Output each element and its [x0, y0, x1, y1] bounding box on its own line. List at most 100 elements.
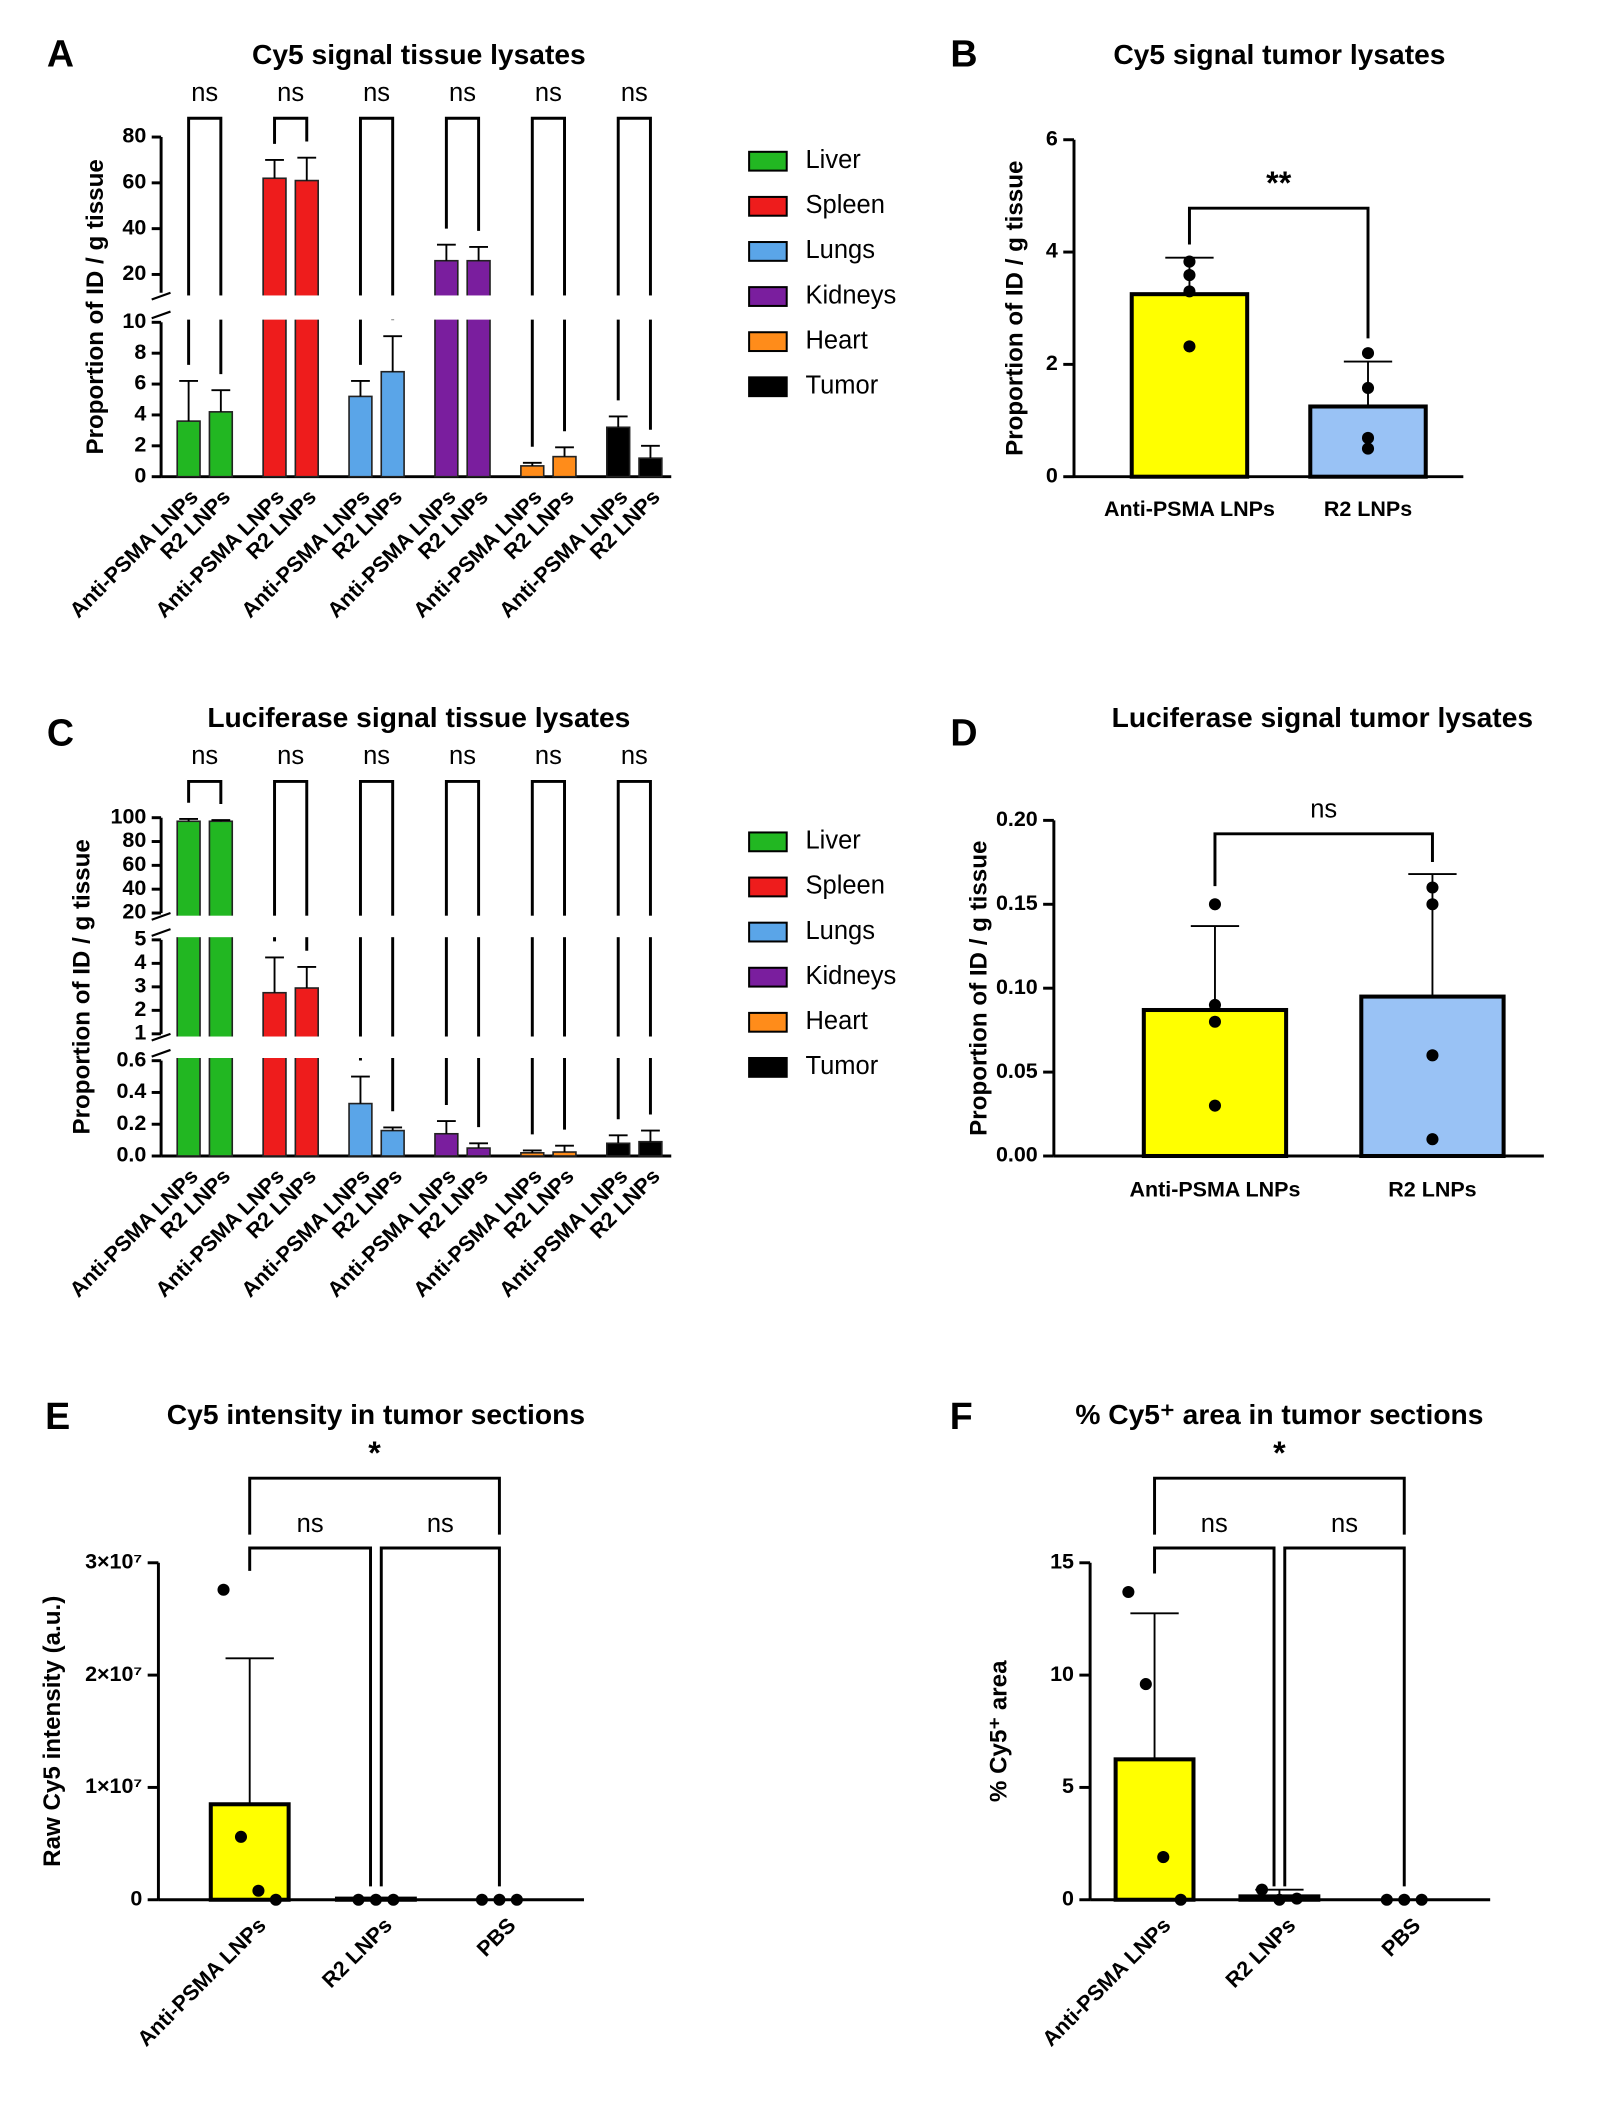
significance-label: ns: [1310, 796, 1337, 824]
y-tick-label: 5: [1062, 1774, 1074, 1798]
significance-bracket: [1153, 1476, 1406, 1535]
chart-title: Luciferase signal tumor lysates: [1112, 701, 1533, 733]
legend-swatch: [748, 286, 788, 307]
y-tick-label: 60: [122, 170, 146, 194]
y-tick-label: 60: [122, 852, 146, 876]
legend-swatch: [748, 241, 788, 262]
data-point: [1208, 1015, 1222, 1028]
y-tick-label: 40: [122, 876, 146, 900]
bar: [176, 820, 201, 1157]
error-bar: [265, 956, 284, 993]
data-point: [1183, 340, 1196, 353]
break-mark: [151, 1032, 171, 1058]
bar: [638, 457, 663, 478]
x-tick-label: Anti-PSMA LNPs: [133, 1913, 271, 2051]
y-tick-label: 1: [134, 1021, 146, 1045]
data-point: [387, 1893, 400, 1906]
y-axis-label: Proportion of ID / g tissue: [1002, 161, 1029, 456]
legend-label: Spleen: [806, 872, 885, 900]
significance-bracket: [530, 116, 566, 447]
significance-bracket: [273, 116, 309, 144]
data-point: [1255, 1883, 1268, 1896]
error-bar: [608, 1134, 628, 1144]
significance-label: ns: [191, 79, 218, 107]
bar: [208, 1802, 291, 1902]
panel-label: F: [950, 1395, 973, 1437]
error-bar: [297, 156, 317, 181]
significance-bracket: [248, 1476, 501, 1535]
error-bar: [351, 1075, 370, 1104]
significance-label: ns: [535, 742, 562, 770]
significance-label: *: [368, 1435, 381, 1471]
legend-swatch: [748, 831, 788, 853]
y-tick-label: 40: [122, 215, 146, 239]
y-tick-label: 5: [134, 927, 146, 951]
significance-label: ns: [191, 742, 218, 770]
bar: [638, 1140, 663, 1157]
chart-title: Cy5 signal tissue lysates: [252, 38, 586, 70]
significance-label: ns: [449, 79, 476, 107]
y-tick-label: 0.4: [116, 1079, 146, 1103]
bar: [1141, 1007, 1289, 1159]
error-bar: [383, 335, 403, 372]
legend-swatch: [748, 966, 788, 988]
axis-break: [163, 915, 674, 938]
y-tick-label: 4: [134, 402, 146, 426]
significance-bracket: [273, 779, 309, 951]
y-tick-label: 1×10⁷: [85, 1774, 142, 1798]
data-point: [1183, 285, 1196, 298]
panel-label: A: [47, 32, 74, 74]
bar: [1113, 1757, 1196, 1902]
legend-label: Tumor: [806, 371, 879, 399]
significance-label: *: [1273, 1435, 1286, 1471]
y-tick-label: 2×10⁷: [85, 1662, 142, 1686]
data-point: [1398, 1893, 1411, 1906]
x-tick-label: Anti-PSMA LNPs: [1038, 1913, 1176, 2051]
chart-title: Luciferase signal tissue lysates: [207, 701, 630, 733]
legend-label: Kidneys: [806, 281, 897, 309]
y-tick-label: 80: [122, 124, 146, 148]
y-tick-label: 0: [1062, 1886, 1074, 1910]
significance-label: ns: [621, 79, 648, 107]
error-bar: [225, 1657, 274, 1805]
x-tick-label: R2 LNPs: [1324, 497, 1412, 521]
y-tick-label: 3×10⁷: [85, 1549, 142, 1573]
significance-label: ns: [277, 79, 304, 107]
y-tick-label: 100: [111, 804, 147, 828]
significance-label: ns: [363, 742, 390, 770]
y-axis-label: Raw Cy5 intensity (a.u.): [39, 1596, 66, 1867]
error-bar: [436, 1120, 456, 1134]
error-bar: [1130, 1612, 1179, 1760]
bar: [262, 177, 287, 478]
data-point: [1139, 1678, 1152, 1691]
y-tick-label: 0.2: [116, 1111, 146, 1135]
y-tick-label: 0.10: [996, 975, 1038, 999]
y-tick-label: 4: [1046, 239, 1058, 263]
data-point: [352, 1893, 365, 1906]
data-point: [1208, 998, 1222, 1012]
error-bar: [351, 380, 370, 397]
bar: [520, 465, 545, 478]
y-tick-label: 0.05: [996, 1059, 1038, 1083]
y-tick-label: 20: [122, 900, 146, 924]
legend-label: Liver: [806, 827, 862, 855]
data-point: [1380, 1893, 1393, 1906]
y-tick-label: 0: [1046, 463, 1058, 487]
data-point: [1361, 381, 1375, 395]
y-axis-label: Proportion of ID / g tissue: [69, 839, 96, 1134]
legend-swatch: [748, 150, 788, 172]
significance-label: ns: [1201, 1510, 1228, 1538]
legend-swatch: [748, 1011, 788, 1033]
legend-label: Liver: [806, 146, 862, 174]
bar: [606, 426, 631, 478]
panel-label: E: [45, 1395, 70, 1437]
y-axis-label: Proportion of ID / g tissue: [965, 841, 992, 1136]
significance-bracket: [358, 779, 395, 1112]
significance-bracket: [530, 779, 566, 1135]
bar: [176, 420, 201, 478]
chart-title: Cy5 signal tumor lysates: [1113, 38, 1445, 70]
data-point: [1174, 1893, 1187, 1906]
y-tick-label: 3: [134, 974, 146, 998]
x-tick-label: Anti-PSMA LNPs: [1129, 1178, 1300, 1202]
